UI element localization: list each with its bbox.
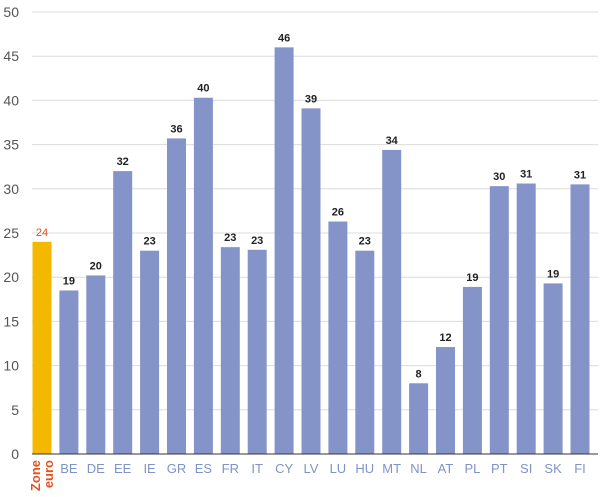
category-label: CY — [275, 461, 293, 476]
data-label: 12 — [439, 332, 451, 344]
data-label: 31 — [520, 168, 532, 180]
y-tick-label: 50 — [3, 4, 19, 20]
bar — [274, 47, 294, 455]
category-label: MT — [382, 461, 401, 476]
category-label: PL — [464, 461, 480, 476]
data-label: 20 — [90, 260, 102, 272]
category-label: LU — [330, 461, 347, 476]
category-label: BE — [60, 461, 78, 476]
data-labels: 24 19 20 32 23 36 40 23 23 46 39 26 23 34 8 12 19 30 31 19 3… — [36, 32, 586, 380]
category-label: GR — [167, 461, 187, 476]
category-label: LV — [304, 461, 319, 476]
y-tick-label: 25 — [3, 225, 19, 241]
bar — [59, 290, 79, 454]
bar — [516, 183, 536, 454]
category-label: NL — [410, 461, 427, 476]
category-label: HU — [355, 461, 374, 476]
category-label: DE — [87, 461, 105, 476]
y-tick-label: 10 — [3, 358, 19, 374]
bar — [570, 184, 590, 454]
data-label: 26 — [332, 207, 344, 219]
y-tick-label: 35 — [3, 137, 19, 153]
y-tick-label: 20 — [3, 269, 19, 285]
category-label: EE — [114, 461, 132, 476]
data-label: 40 — [197, 83, 209, 95]
category-label: SI — [520, 461, 532, 476]
data-label: 23 — [359, 236, 371, 248]
y-tick-label: 5 — [11, 402, 19, 418]
bar — [489, 186, 509, 454]
bar — [140, 250, 160, 454]
category-label: ES — [195, 461, 213, 476]
bar — [436, 347, 455, 454]
bar — [328, 221, 348, 454]
data-label: 39 — [305, 93, 317, 105]
bar — [382, 149, 402, 455]
category-label: PT — [491, 461, 508, 476]
category-label: SK — [544, 461, 562, 476]
data-label: 23 — [224, 232, 236, 244]
y-tick-label: 40 — [3, 92, 19, 108]
data-label: 31 — [574, 169, 586, 181]
bar — [462, 286, 482, 454]
bars — [32, 47, 590, 455]
bar — [220, 247, 240, 454]
y-tick-label: 0 — [11, 446, 19, 462]
bar — [32, 241, 52, 454]
data-label: 19 — [547, 268, 559, 280]
bar — [355, 250, 375, 454]
bar — [86, 275, 106, 454]
bar — [301, 108, 321, 454]
category-label: FI — [574, 461, 586, 476]
category-label: AT — [438, 461, 454, 476]
data-label: 23 — [251, 235, 263, 247]
category-label: IT — [251, 461, 263, 476]
data-label: 34 — [386, 135, 399, 147]
bar — [193, 97, 213, 455]
data-label: 30 — [493, 171, 505, 183]
data-label: 23 — [143, 236, 155, 248]
data-label: 46 — [278, 32, 290, 44]
data-label: 19 — [63, 275, 75, 287]
bar — [167, 138, 186, 455]
y-axis-ticks: 0 5 10 15 20 25 30 35 40 45 50 — [3, 4, 19, 462]
category-label: Zoneeuro — [28, 460, 56, 491]
data-label: 19 — [466, 272, 478, 284]
x-axis-categories: Zoneeuro BE DE EE IE GR ES FR IT CY LV LU HU MT NL AT PL… — [28, 460, 586, 491]
data-label: 24 — [36, 227, 48, 239]
bar — [543, 283, 563, 454]
y-tick-label: 30 — [3, 181, 19, 197]
category-label: IE — [143, 461, 156, 476]
bar — [113, 171, 133, 454]
y-tick-label: 15 — [3, 313, 19, 329]
data-label: 32 — [117, 156, 129, 168]
y-tick-label: 45 — [3, 48, 19, 64]
bar — [409, 383, 429, 454]
category-label: FR — [222, 461, 239, 476]
data-label: 8 — [416, 368, 422, 380]
bar — [247, 249, 267, 454]
data-label: 36 — [170, 123, 182, 135]
